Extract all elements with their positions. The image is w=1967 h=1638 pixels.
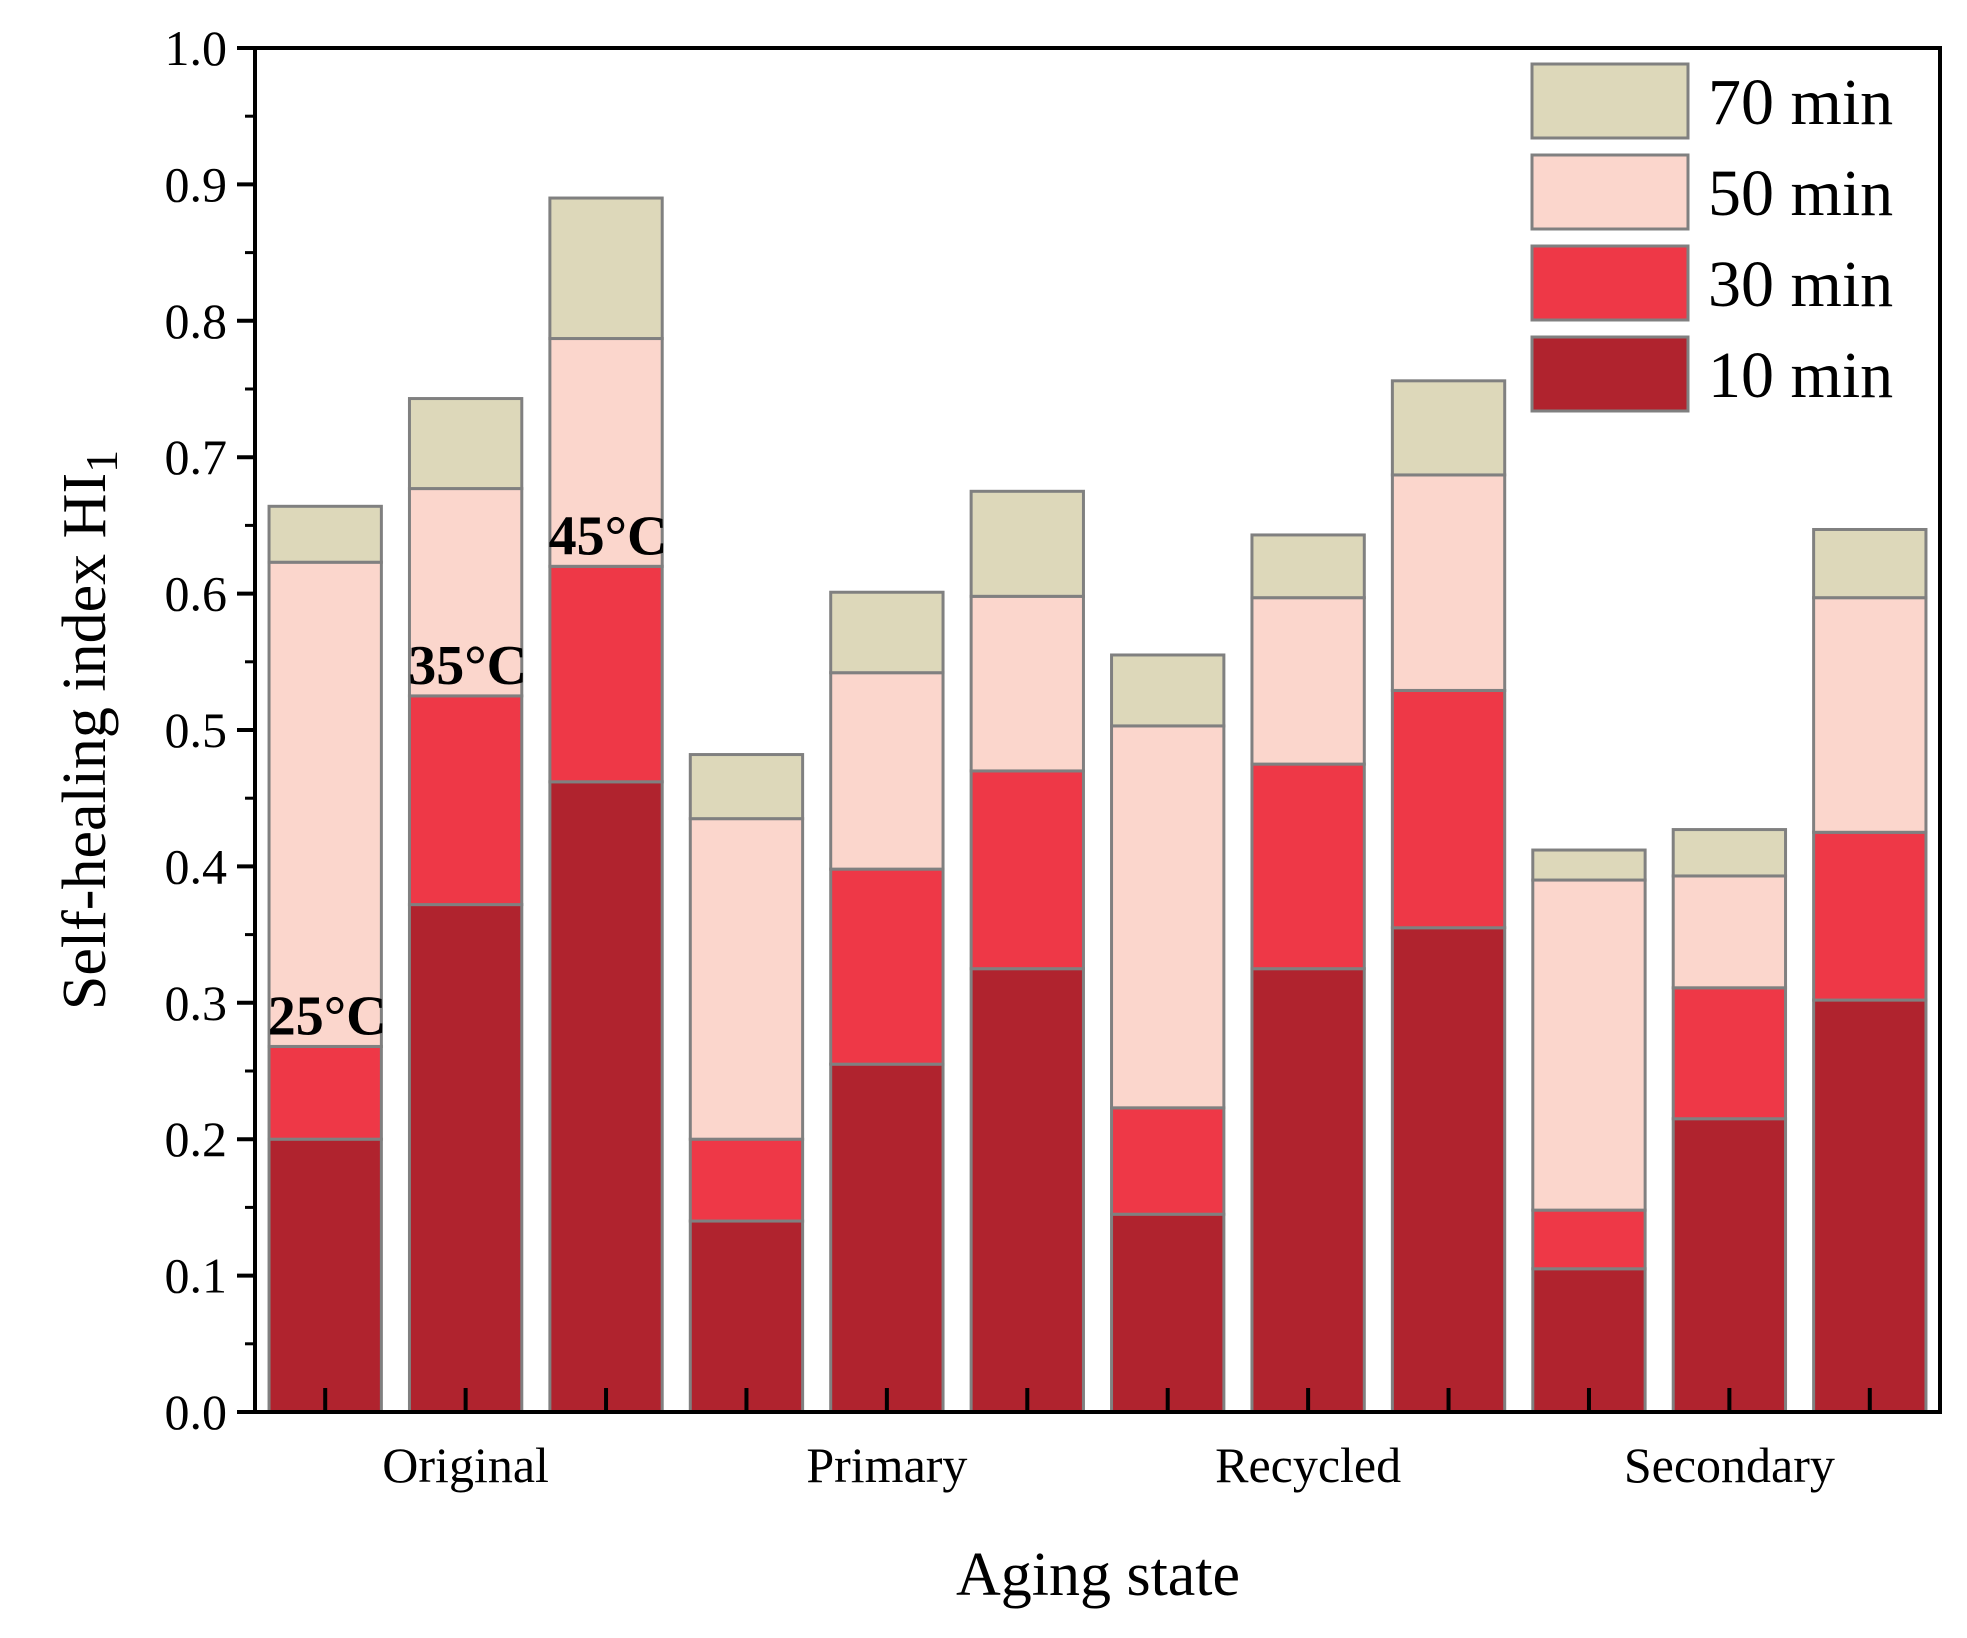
bar-1-segment-1 <box>267 1137 383 1414</box>
bar-3-segment-2 <box>548 564 664 784</box>
bar-2-segment-2 <box>407 694 524 907</box>
bar-3-segment-4 <box>548 196 664 341</box>
y-tick-label-1: 0.1 <box>165 1248 228 1304</box>
legend-swatch-2 <box>1530 153 1690 231</box>
bar-2-segment-3 <box>407 487 524 698</box>
y-tick-label-8: 0.8 <box>165 293 228 349</box>
legend-swatch-4 <box>1530 335 1690 413</box>
bar-7-segment-1 <box>1110 1212 1226 1414</box>
legend-label-4: 10 min <box>1708 339 1893 412</box>
bar-12-segment-3 <box>1812 596 1928 834</box>
x-group-label-2: Primary <box>806 1437 967 1493</box>
bar-11-segment-2 <box>1671 986 1788 1121</box>
x-group-label-1: Original <box>382 1437 549 1493</box>
x-group-label-3: Recycled <box>1215 1437 1401 1493</box>
bar-9-segment-4 <box>1390 379 1507 477</box>
y-tick-label-5: 0.5 <box>165 702 228 758</box>
legend-label-1: 70 min <box>1708 66 1893 139</box>
annotation-2: 35°C <box>408 635 527 697</box>
legend-swatch-3 <box>1530 244 1690 322</box>
y-tick-label-10: 1.0 <box>165 20 228 76</box>
bar-11-segment-4 <box>1671 828 1788 878</box>
bar-12-segment-2 <box>1812 830 1928 1002</box>
bar-3-segment-3 <box>548 337 664 568</box>
bar-7-segment-2 <box>1110 1106 1226 1216</box>
bar-1-segment-2 <box>267 1044 383 1141</box>
y-tick-label-4: 0.4 <box>165 838 228 894</box>
bar-2-segment-4 <box>407 397 524 491</box>
bar-1-segment-3 <box>267 560 383 1048</box>
y-axis-title: Self-healing index HI1 <box>51 450 127 1010</box>
bar-10-segment-2 <box>1531 1208 1647 1271</box>
bar-10-segment-3 <box>1531 878 1647 1212</box>
bar-5-segment-4 <box>829 590 945 675</box>
bar-10-segment-4 <box>1531 848 1647 882</box>
y-tick-label-0: 0.0 <box>165 1384 228 1440</box>
legend-swatch-1 <box>1530 62 1690 140</box>
bar-3-segment-1 <box>548 780 664 1414</box>
y-tick-label-6: 0.6 <box>165 566 228 622</box>
bar-4-segment-3 <box>688 817 805 1141</box>
y-axis-title-subscript: 1 <box>76 450 127 473</box>
bar-5-segment-3 <box>829 671 945 871</box>
legend-label-3: 30 min <box>1708 248 1893 321</box>
bar-8-segment-3 <box>1250 596 1366 766</box>
bar-6-segment-3 <box>969 594 1085 773</box>
y-tick-label-3: 0.3 <box>165 975 228 1031</box>
annotation-1: 25°C <box>268 985 387 1047</box>
annotations-layer: 25°C 35°C 45°C <box>268 505 668 1047</box>
x-axis-title: Aging state <box>956 1541 1240 1609</box>
bar-7-segment-4 <box>1110 653 1226 728</box>
bar-9-segment-1 <box>1390 926 1507 1414</box>
bar-2-segment-1 <box>407 903 524 1414</box>
bar-8-segment-1 <box>1250 967 1366 1414</box>
legend-label-2: 50 min <box>1708 157 1893 230</box>
bar-5-segment-1 <box>829 1062 945 1414</box>
bar-8-segment-4 <box>1250 533 1366 600</box>
bar-4-segment-1 <box>688 1219 805 1414</box>
bar-6-segment-1 <box>969 967 1085 1414</box>
bar-9-segment-3 <box>1390 473 1507 692</box>
bar-12-segment-1 <box>1812 998 1928 1414</box>
bar-12-segment-4 <box>1812 527 1928 600</box>
y-tick-label-2: 0.2 <box>165 1111 228 1167</box>
bar-4-segment-2 <box>688 1137 805 1223</box>
bar-5-segment-2 <box>829 867 945 1066</box>
bar-6-segment-2 <box>969 769 1085 971</box>
bar-4-segment-4 <box>688 753 805 821</box>
bar-11-segment-1 <box>1671 1117 1788 1414</box>
bar-6-segment-4 <box>969 489 1085 598</box>
bar-11-segment-3 <box>1671 874 1788 990</box>
bar-9-segment-2 <box>1390 688 1507 930</box>
bar-8-segment-2 <box>1250 762 1366 971</box>
y-tick-label-7: 0.7 <box>165 429 228 485</box>
y-axis-title-main: Self-healing index HI <box>51 473 119 1010</box>
bar-7-segment-3 <box>1110 724 1226 1110</box>
axes-layer: 0.0 0.1 0.2 0.3 0.4 0.5 0.6 0.7 0.8 0.9 1.0 Origina… <box>165 20 1942 1493</box>
x-group-label-4: Secondary <box>1624 1437 1835 1493</box>
legend: 70 min 50 min 30 min 10 min <box>1530 62 1893 413</box>
bar-1-segment-4 <box>267 504 383 564</box>
annotation-3: 45°C <box>549 505 668 567</box>
y-tick-label-9: 0.9 <box>165 156 228 212</box>
bars-layer <box>267 196 1928 1414</box>
